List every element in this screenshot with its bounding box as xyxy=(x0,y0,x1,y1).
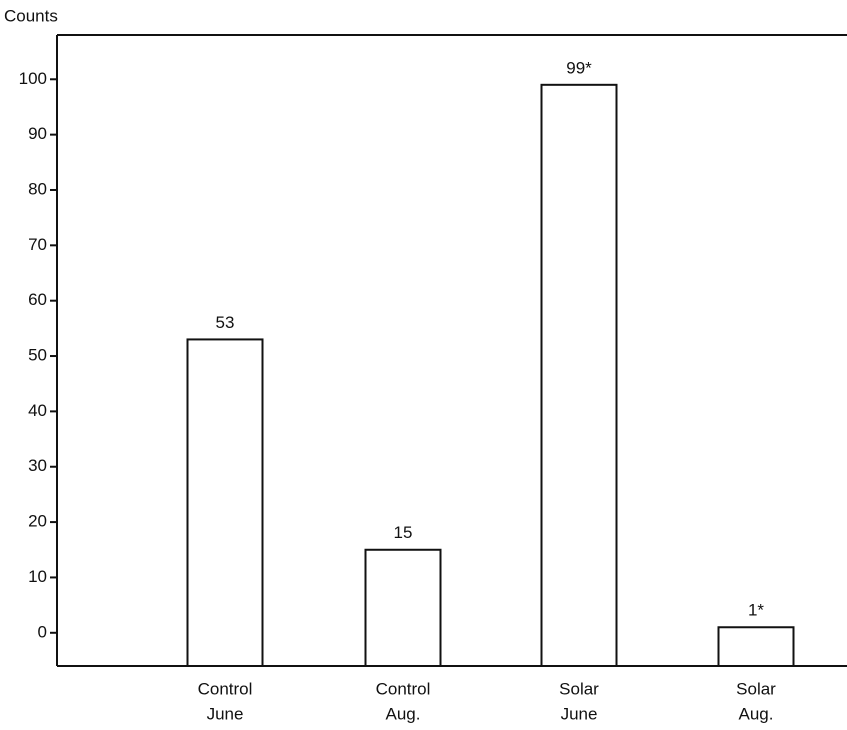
value-label: 15 xyxy=(394,523,413,542)
y-tick-label: 40 xyxy=(28,401,47,420)
value-label: 1* xyxy=(748,601,764,620)
y-axis-label: Counts xyxy=(4,6,58,25)
y-tick-label: 90 xyxy=(28,124,47,143)
x-tick-label: June xyxy=(561,704,598,723)
x-tick-label: Control xyxy=(198,679,253,698)
y-tick-label: 70 xyxy=(28,235,47,254)
bar xyxy=(717,626,795,668)
y-tick-label: 60 xyxy=(28,290,47,309)
y-tick-label: 30 xyxy=(28,456,47,475)
x-tick-label: Solar xyxy=(559,679,599,698)
x-tick-label: Control xyxy=(376,679,431,698)
value-label: 53 xyxy=(216,313,235,332)
value-label: 99* xyxy=(566,58,592,77)
y-tick-label: 0 xyxy=(38,622,47,641)
x-tick-label: Aug. xyxy=(386,704,421,723)
x-tick-label: June xyxy=(207,704,244,723)
bar xyxy=(186,338,264,667)
y-tick-label: 50 xyxy=(28,346,47,365)
y-tick-label: 20 xyxy=(28,512,47,531)
bar xyxy=(540,83,618,667)
y-tick-label: 80 xyxy=(28,179,47,198)
y-tick-label: 10 xyxy=(28,567,47,586)
y-tick-label: 100 xyxy=(19,69,47,88)
bar xyxy=(364,548,442,668)
x-tick-label: Solar xyxy=(736,679,776,698)
x-tick-label: Aug. xyxy=(739,704,774,723)
